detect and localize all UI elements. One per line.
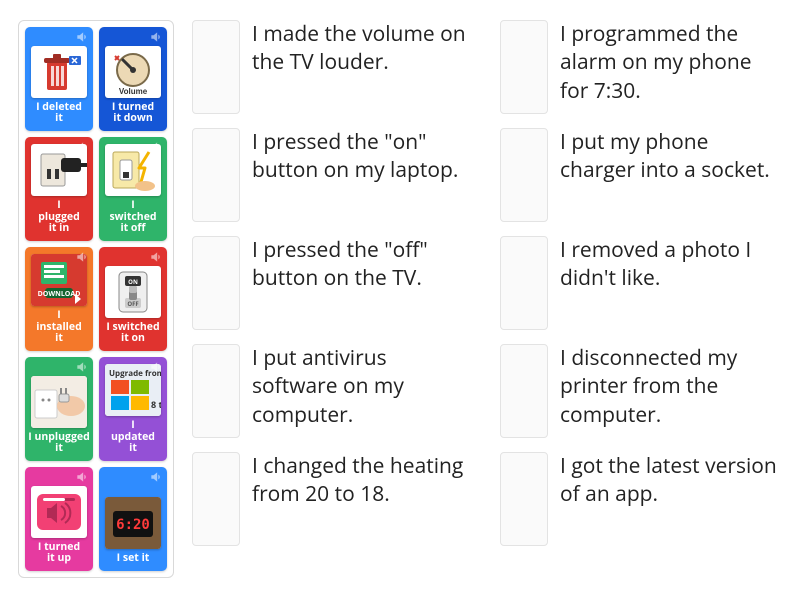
- speaker-icon: [149, 470, 163, 484]
- card-switched-off[interactable]: I switched it off: [99, 137, 167, 241]
- card-turned-up[interactable]: I turned it up: [25, 467, 93, 571]
- card-image: [31, 376, 87, 428]
- card-image: [31, 486, 87, 538]
- svg-text:6:20: 6:20: [116, 517, 150, 533]
- prompt-text: I changed the heating from 20 to 18.: [252, 452, 474, 509]
- prompt-text: I programmed the alarm on my phone for 7…: [560, 20, 782, 105]
- svg-text:DOWNLOAD: DOWNLOAD: [38, 290, 81, 299]
- prompt-text: I pressed the "off" button on the TV.: [252, 236, 474, 293]
- card-image: [105, 144, 161, 196]
- prompt-row: I removed a photo I didn't like.: [500, 236, 782, 330]
- card-plugged-in[interactable]: I plugged it in: [25, 137, 93, 241]
- dropzone[interactable]: [192, 344, 240, 438]
- prompt-row: I put antivirus software on my computer.: [192, 344, 474, 438]
- prompt-text: I made the volume on the TV louder.: [252, 20, 474, 77]
- card-deleted[interactable]: I deleted it: [25, 27, 93, 131]
- prompt-row: I programmed the alarm on my phone for 7…: [500, 20, 782, 114]
- prompt-row: I changed the heating from 20 to 18.: [192, 452, 474, 546]
- prompt-text: I removed a photo I didn't like.: [560, 236, 782, 293]
- card-image: Upgrade from 8 to 10!: [105, 364, 161, 416]
- prompt-row: I pressed the "on" button on my laptop.: [192, 128, 474, 222]
- card-label: I turned it up: [38, 542, 80, 565]
- card-label: I set it: [117, 553, 150, 565]
- card-label: I installed it: [36, 310, 81, 345]
- card-image: [31, 144, 87, 196]
- card-switched-on[interactable]: ON OFF I switched it on: [99, 247, 167, 351]
- prompt-text: I put my phone charger into a socket.: [560, 128, 782, 185]
- svg-text:ON: ON: [128, 278, 138, 286]
- speaker-icon: [149, 30, 163, 44]
- svg-text:8 to 10!: 8 to 10!: [151, 398, 161, 411]
- card-palette: I deleted it Volume I turned it down: [18, 20, 174, 578]
- card-image: 6:20: [105, 497, 161, 549]
- speaker-icon: [75, 30, 89, 44]
- dropzone[interactable]: [500, 128, 548, 222]
- svg-text:OFF: OFF: [127, 300, 138, 308]
- dropzone[interactable]: [500, 20, 548, 114]
- card-image: ON OFF: [105, 266, 161, 318]
- dropzone[interactable]: [500, 236, 548, 330]
- card-label: I deleted it: [36, 102, 82, 125]
- prompt-text: I pressed the "on" button on my laptop.: [252, 128, 474, 185]
- card-image: DOWNLOAD: [31, 254, 87, 306]
- dropzone[interactable]: [192, 452, 240, 546]
- prompt-grid: I made the volume on the TV louder. I pr…: [192, 20, 782, 546]
- dropzone[interactable]: [500, 344, 548, 438]
- card-label: I turned it down: [112, 102, 154, 125]
- card-label: I switched it on: [106, 322, 159, 345]
- dropzone[interactable]: [192, 20, 240, 114]
- matching-activity: I deleted it Volume I turned it down: [18, 20, 782, 578]
- prompt-row: I put my phone charger into a socket.: [500, 128, 782, 222]
- card-label: I updated it: [111, 420, 155, 455]
- dropzone[interactable]: [192, 128, 240, 222]
- prompt-row: I disconnected my printer from the compu…: [500, 344, 782, 438]
- card-updated[interactable]: Upgrade from 8 to 10! I updated it: [99, 357, 167, 461]
- card-image: Volume: [105, 46, 161, 98]
- speaker-icon: [149, 250, 163, 264]
- card-label: I unplugged it: [28, 432, 89, 455]
- dropzone[interactable]: [192, 236, 240, 330]
- speaker-icon: [75, 360, 89, 374]
- card-label: I switched it off: [109, 200, 156, 235]
- card-installed[interactable]: DOWNLOAD I installed it: [25, 247, 93, 351]
- speaker-icon: [75, 470, 89, 484]
- prompt-row: I pressed the "off" button on the TV.: [192, 236, 474, 330]
- dropzone[interactable]: [500, 452, 548, 546]
- prompt-row: I got the latest version of an app.: [500, 452, 782, 546]
- prompt-text: I put antivirus software on my computer.: [252, 344, 474, 429]
- svg-text:Volume: Volume: [119, 87, 148, 96]
- card-label: I plugged it in: [38, 200, 79, 235]
- prompt-row: I made the volume on the TV louder.: [192, 20, 474, 114]
- card-unplugged[interactable]: I unplugged it: [25, 357, 93, 461]
- prompt-text: I disconnected my printer from the compu…: [560, 344, 782, 429]
- prompt-text: I got the latest version of an app.: [560, 452, 782, 509]
- card-image: [31, 46, 87, 98]
- svg-text:Upgrade from: Upgrade from: [109, 368, 161, 379]
- card-turned-down[interactable]: Volume I turned it down: [99, 27, 167, 131]
- card-set[interactable]: 6:20 I set it: [99, 467, 167, 571]
